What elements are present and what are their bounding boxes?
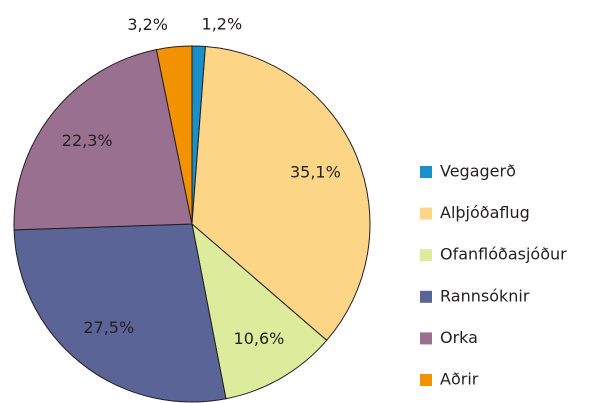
legend-swatch [420, 166, 432, 178]
data-label: 3,2% [127, 15, 168, 34]
data-label: 22,3% [62, 131, 113, 150]
data-label: 27,5% [83, 318, 134, 337]
legend-label: Alþjóðaflug [440, 203, 530, 222]
legend-swatch [420, 332, 432, 345]
data-label: 10,6% [234, 329, 285, 348]
legend-swatch [420, 249, 432, 262]
legend-label: Aðrir [440, 370, 479, 389]
pie-slice [155, 45, 193, 225]
data-label: 1,2% [202, 14, 243, 33]
legend-swatch [420, 207, 432, 220]
legend-label: Orka [440, 328, 478, 347]
data-label: 35,1% [290, 163, 341, 182]
pie-slice [191, 222, 328, 400]
legend-label: Ofanflóðasjóður [440, 245, 567, 264]
legend-label: Vegagerð [440, 162, 516, 181]
pie-slice [191, 45, 371, 342]
pie-slice [13, 223, 227, 403]
legend-swatch [420, 290, 432, 303]
legend-swatch [420, 374, 432, 386]
pie-slice [13, 49, 193, 231]
legend-label: Rannsóknir [440, 286, 530, 305]
